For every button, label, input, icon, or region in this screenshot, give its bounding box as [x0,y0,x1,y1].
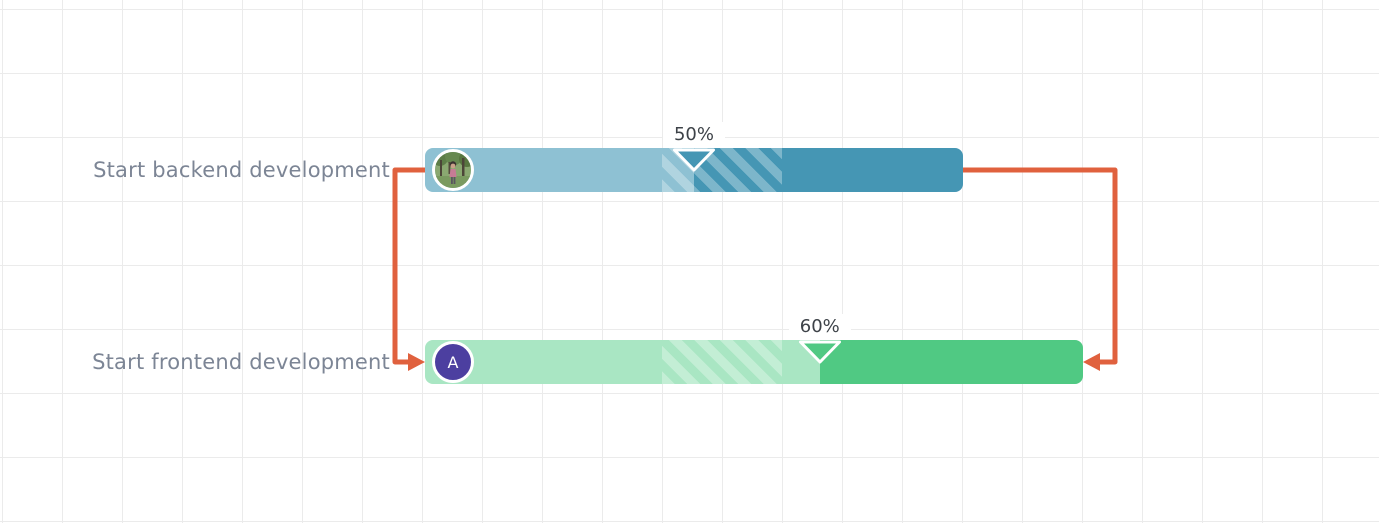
bar-completed-segment [425,340,820,384]
progress-percent-label: 60% [788,314,851,340]
progress-caret-icon [673,148,715,172]
dependency-line-finish-to-finish [963,167,1118,365]
nonworking-time-hatch [662,340,782,384]
outdoor-photo [435,152,471,188]
assignee-avatar-photo[interactable] [432,149,474,191]
dependency-line-start-to-start [392,167,425,365]
assignee-avatar-initial[interactable]: A [432,341,474,383]
task-label-backend: Start backend development [93,158,390,182]
dependency-arrowhead-finish [1083,353,1100,371]
progress-percent-label: 50% [663,122,725,148]
progress-marker-frontend[interactable]: 60% [788,314,851,364]
bar-remaining-segment [694,148,963,192]
task-label-frontend: Start frontend development [92,350,390,374]
progress-caret-icon [798,340,841,364]
task-bar-frontend[interactable]: A [425,340,1083,384]
bar-remaining-segment [819,340,1083,384]
task-bar-backend[interactable] [425,148,963,192]
dependency-arrowhead-start [408,353,425,371]
progress-marker-backend[interactable]: 50% [663,122,725,172]
